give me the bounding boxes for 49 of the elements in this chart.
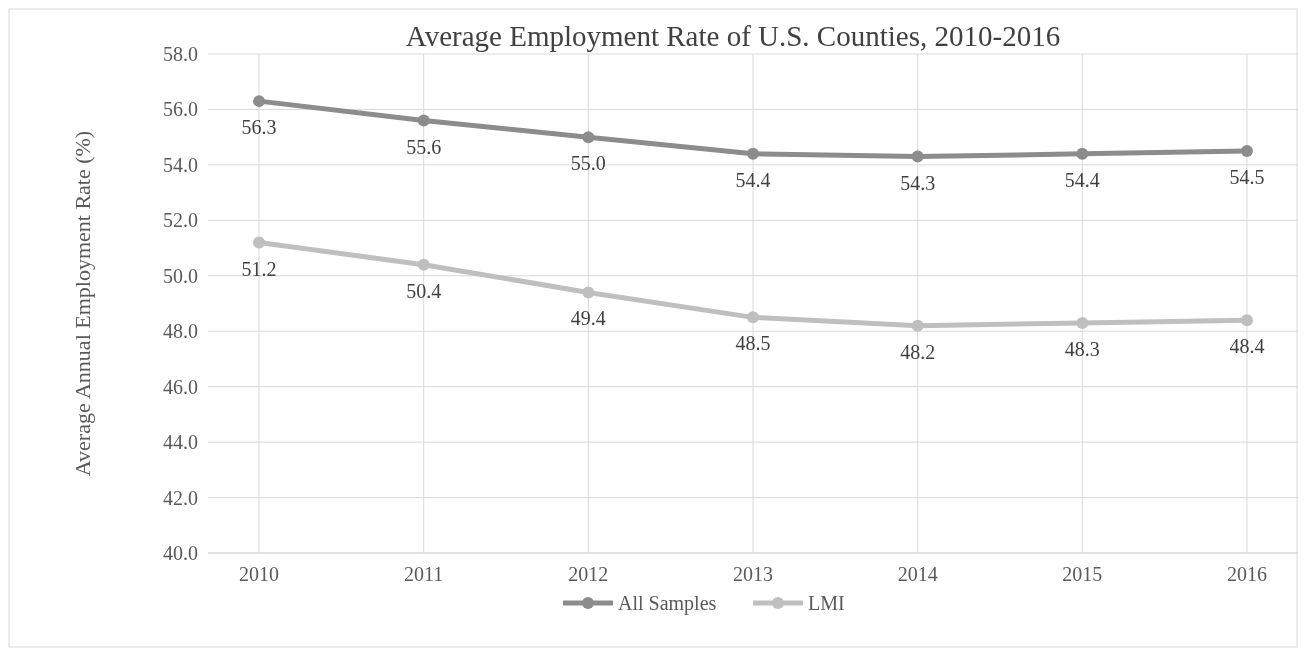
x-tick-label: 2010 — [239, 563, 280, 585]
data-label: 55.6 — [406, 135, 442, 158]
point — [1076, 316, 1089, 329]
legend-label: LMI — [808, 592, 845, 614]
x-tick-label: 2015 — [1062, 563, 1103, 585]
point — [582, 131, 595, 144]
x-tick-label: 2016 — [1226, 563, 1267, 585]
point — [1240, 145, 1253, 158]
data-label: 54.3 — [900, 171, 936, 194]
y-tick-label: 46.0 — [163, 375, 198, 398]
data-label: 48.4 — [1229, 335, 1265, 358]
data-label: 54.4 — [1064, 168, 1100, 191]
data-label: 49.4 — [570, 307, 606, 330]
data-label: 48.3 — [1064, 337, 1100, 360]
y-axis-title: Average Annual Employment Rate (%) — [70, 130, 95, 477]
y-tick-label: 42.0 — [163, 486, 198, 509]
y-tick-label: 58.0 — [163, 43, 198, 65]
point — [911, 150, 924, 163]
x-tick-label: 2011 — [404, 563, 444, 585]
y-tick-label: 52.0 — [163, 209, 198, 232]
point — [1240, 314, 1253, 327]
y-tick-label: 56.0 — [163, 98, 198, 121]
x-tick-label: 2013 — [733, 563, 773, 585]
x-tick-label: 2014 — [897, 563, 938, 585]
chart-title: Average Employment Rate of U.S. Counties, 2010-2016 — [405, 20, 1061, 52]
x-tick-label: 2012 — [568, 563, 609, 585]
data-label: 48.2 — [900, 340, 936, 363]
point — [253, 236, 266, 249]
data-label: 54.4 — [735, 168, 771, 191]
data-label: 55.0 — [570, 152, 606, 175]
data-label: 51.2 — [241, 257, 277, 280]
y-tick-label: 44.0 — [163, 431, 198, 454]
legend-label: All Samples — [618, 592, 717, 615]
y-tick-label: 54.0 — [163, 153, 198, 176]
point — [1076, 147, 1089, 160]
point — [417, 258, 430, 271]
y-tick-label: 40.0 — [163, 542, 198, 564]
point — [582, 286, 595, 299]
data-label: 54.5 — [1229, 166, 1265, 189]
y-tick-label: 48.0 — [163, 320, 198, 343]
point — [253, 95, 266, 108]
data-label: 48.5 — [735, 332, 771, 355]
data-label: 56.3 — [241, 116, 277, 139]
point — [417, 114, 430, 127]
point — [747, 147, 759, 160]
point — [911, 319, 924, 332]
data-label: 50.4 — [406, 279, 442, 302]
y-tick-label: 50.0 — [163, 264, 198, 287]
point — [747, 311, 759, 324]
